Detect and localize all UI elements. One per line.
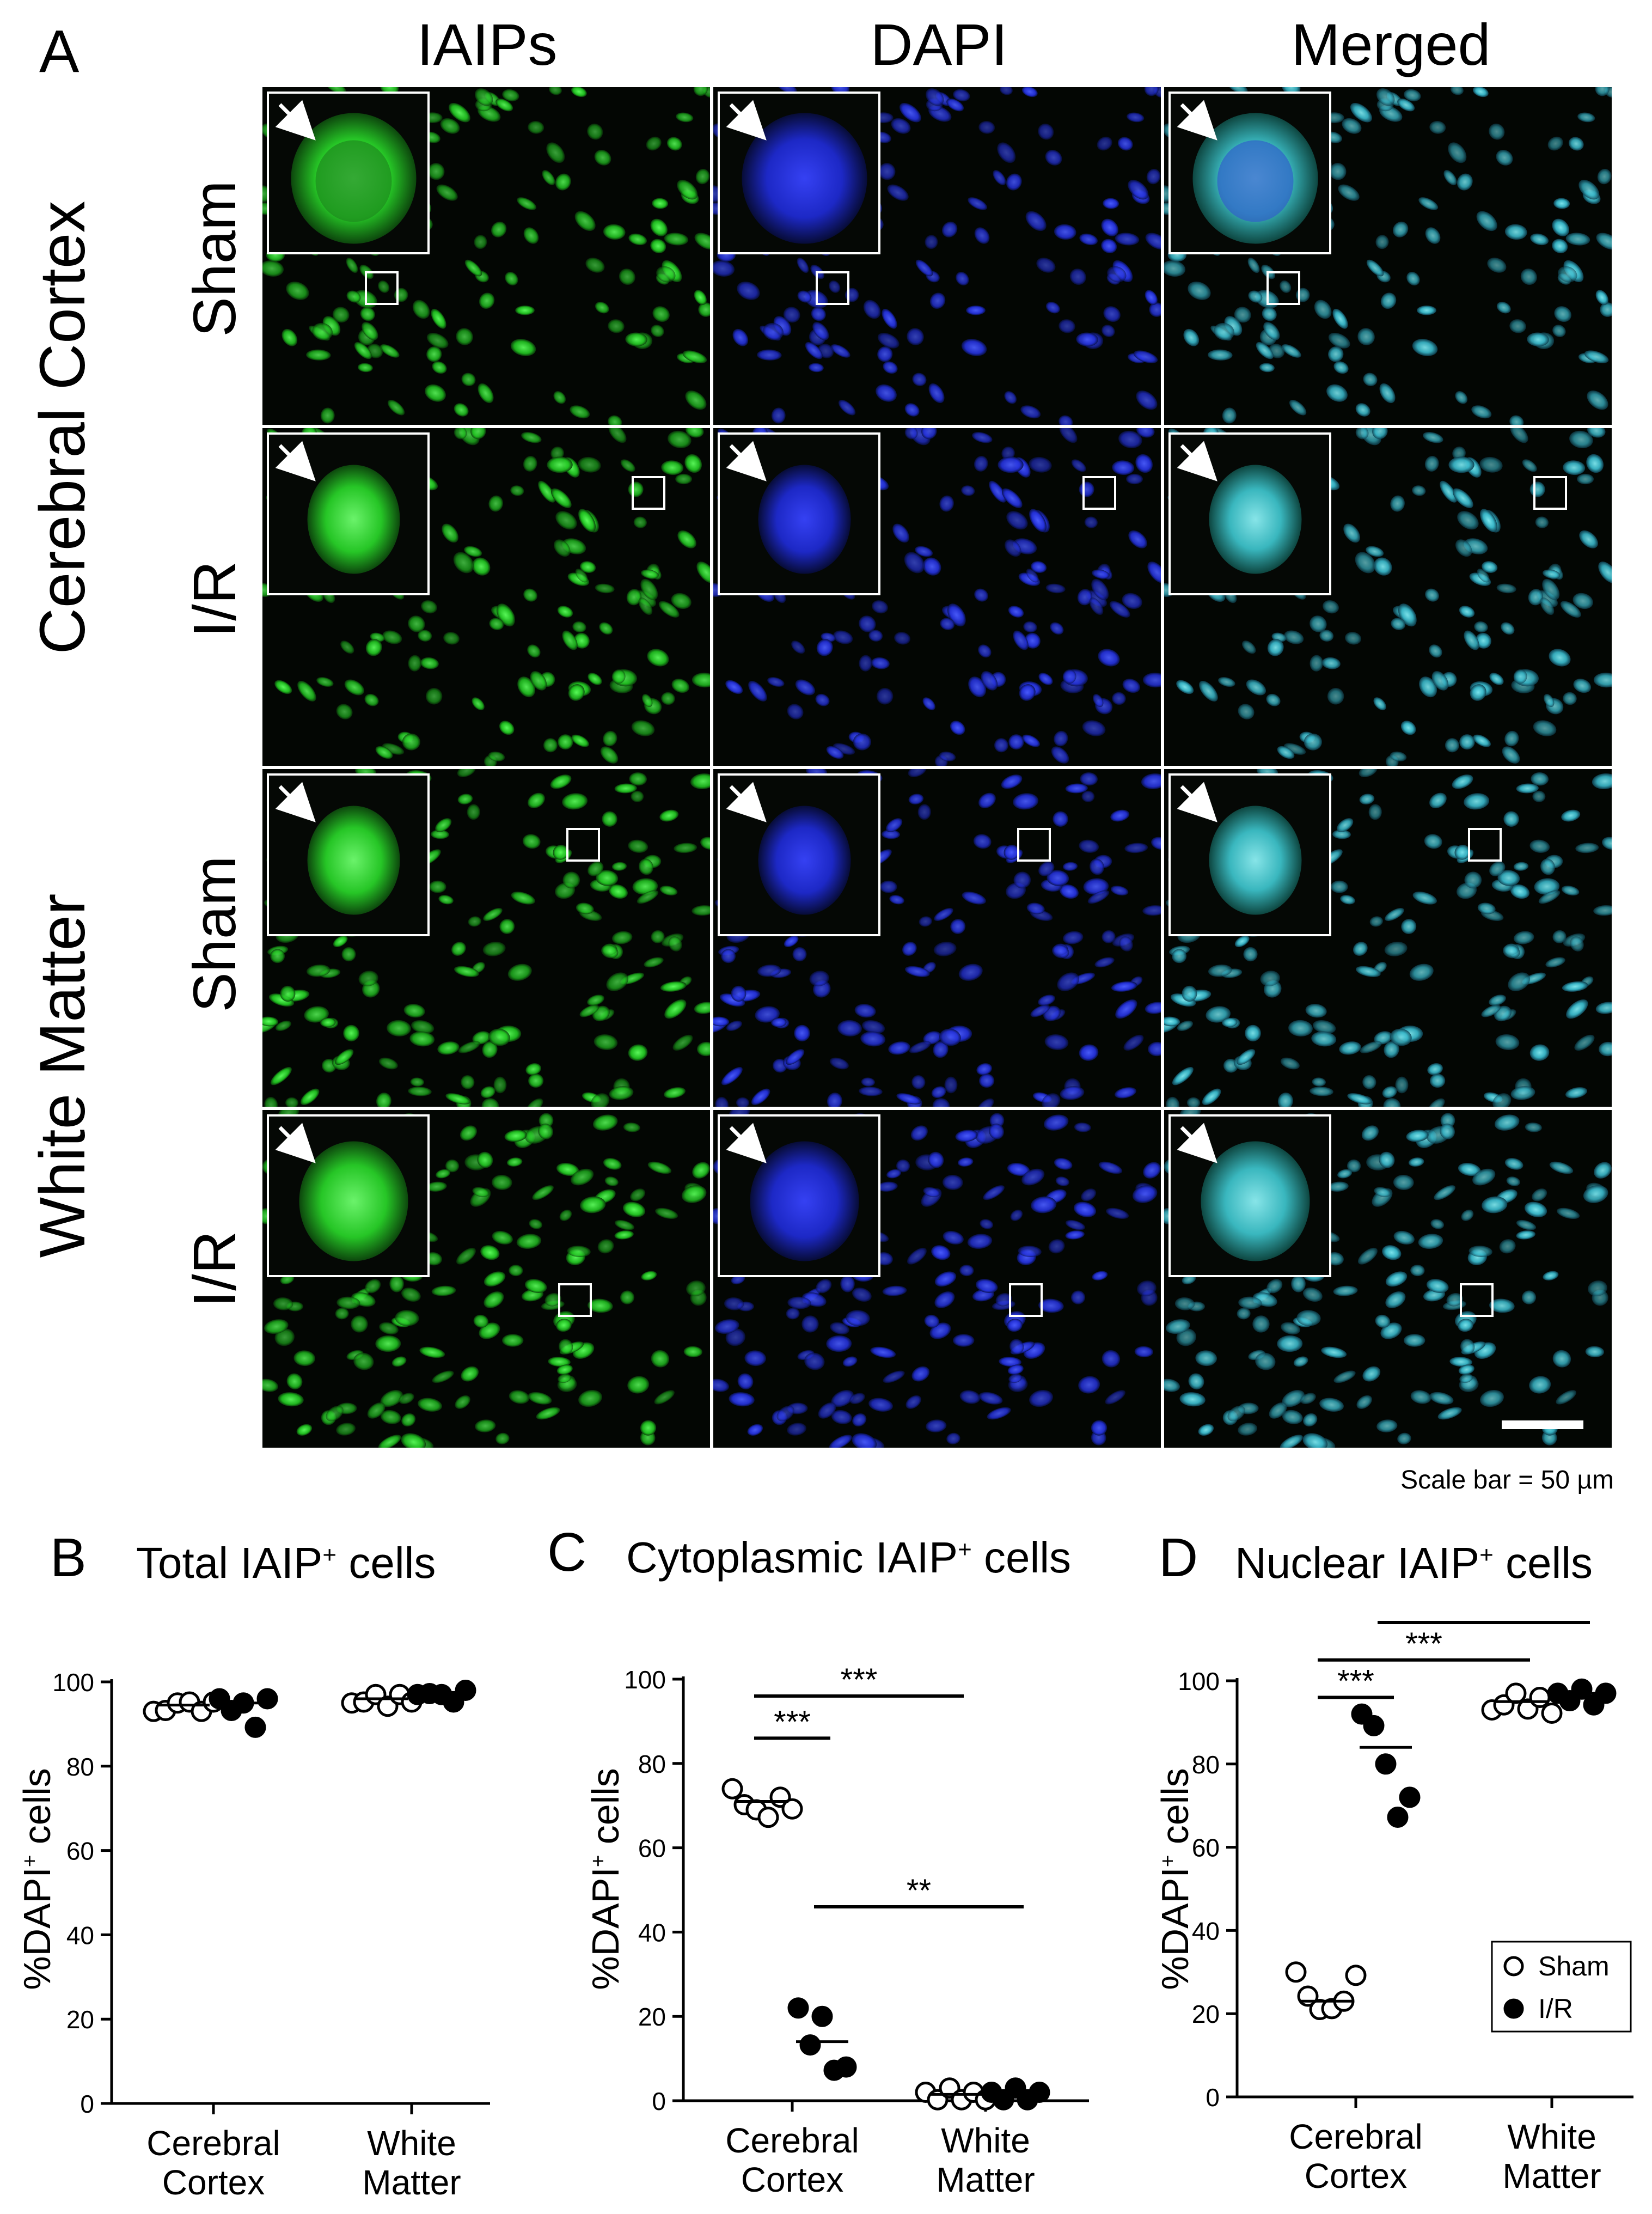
micrograph-dapi-row-3 — [713, 769, 1161, 1107]
y-tick-label: 80 — [638, 1750, 666, 1778]
data-point-sham — [757, 1807, 779, 1828]
x-tick-label: White — [367, 2124, 456, 2163]
chart-c-title: Cytoplasmic IAIP+ cells — [626, 1533, 1072, 1582]
micrograph-merged-row-4 — [1164, 1110, 1612, 1448]
data-point-ir — [1375, 1753, 1397, 1775]
data-point-ir — [244, 1716, 266, 1738]
x-tick-label: Cerebral — [725, 2121, 859, 2160]
significance-label: *** — [1405, 1626, 1442, 1662]
y-tick-label: 0 — [80, 2090, 94, 2118]
data-point-ir — [1571, 1678, 1593, 1700]
legend-marker — [1503, 1998, 1524, 2019]
data-point-ir — [835, 2056, 857, 2078]
x-tick-label: Matter — [936, 2160, 1035, 2199]
data-point-ir — [787, 1997, 809, 2019]
data-point-ir — [1399, 1786, 1421, 1808]
group-caption-cerebral-cortex: Cerebral Cortex — [27, 200, 99, 655]
legend-label: Sham — [1538, 1951, 1610, 1981]
group-caption-white-matter: White Matter — [27, 893, 99, 1258]
scale-bar-label: Scale bar = 50 µm — [1400, 1466, 1614, 1495]
y-tick-label: 60 — [66, 1837, 94, 1865]
x-tick-label: Cortex — [1305, 2156, 1408, 2195]
panel-c-letter: C — [547, 1522, 587, 1583]
y-tick-label: 80 — [66, 1753, 94, 1781]
legend-marker — [1503, 1956, 1524, 1977]
y-tick-label: 40 — [66, 1921, 94, 1949]
x-tick-label: Cerebral — [146, 2124, 280, 2163]
chart-b-title: Total IAIP+ cells — [136, 1539, 436, 1587]
data-point-ir — [1387, 1806, 1409, 1828]
micrograph-dapi-row-1 — [713, 87, 1161, 425]
x-tick-label: Cerebral — [1289, 2117, 1422, 2156]
x-tick-label: White — [941, 2121, 1030, 2160]
data-point-ir — [455, 1679, 476, 1701]
data-point-sham — [1541, 1702, 1563, 1724]
significance-label: * — [1478, 1607, 1490, 1624]
x-tick-label: Matter — [1502, 2156, 1601, 2195]
data-point-sham — [1285, 1961, 1307, 1983]
legend-label: I/R — [1538, 1993, 1573, 2024]
x-tick-label: Cortex — [162, 2163, 265, 2202]
data-point-sham — [1529, 1687, 1551, 1709]
data-point-sham — [1345, 1965, 1367, 1986]
column-header-merged: Merged — [1291, 11, 1491, 77]
row-caption-sham-1: Sham — [181, 180, 248, 337]
significance-label: ** — [907, 1873, 931, 1908]
row-caption-ir-1: I/R — [181, 560, 248, 638]
column-header-iaips: IAIPs — [417, 11, 558, 77]
micrograph-iaip-row-4 — [262, 1110, 710, 1448]
panel-b-letter: B — [50, 1527, 87, 1588]
x-tick-label: Cortex — [741, 2160, 844, 2199]
y-tick-label: 40 — [1192, 1917, 1220, 1945]
significance-label: *** — [1337, 1664, 1374, 1699]
micrograph-merged-row-3 — [1164, 769, 1612, 1107]
significance-label: *** — [774, 1704, 811, 1740]
row-caption-sham-2: Sham — [181, 856, 248, 1013]
y-tick-label: 100 — [1178, 1667, 1220, 1695]
panel-d-letter: D — [1159, 1527, 1198, 1588]
chart-d-title: Nuclear IAIP+ cells — [1235, 1539, 1593, 1587]
micrograph-iaip-row-1 — [262, 87, 710, 425]
column-header-dapi: DAPI — [870, 11, 1008, 77]
data-point-sham — [781, 1798, 803, 1820]
micrograph-dapi-row-4 — [713, 1110, 1161, 1448]
y-tick-label: 0 — [652, 2087, 666, 2115]
chart-c-cytoplasmic-iaip: 020406080100CerebralCortexWhiteMatter***… — [624, 1662, 1089, 2199]
data-point-ir — [256, 1688, 278, 1710]
significance-label: *** — [841, 1662, 878, 1698]
micrograph-dapi-row-2 — [713, 428, 1161, 766]
data-point-ir — [1363, 1715, 1385, 1736]
y-tick-label: 80 — [1192, 1751, 1220, 1779]
micrograph-iaip-row-2 — [262, 428, 710, 766]
y-tick-label: 40 — [638, 1918, 666, 1947]
chart-d-nuclear-iaip: 020406080100CerebralCortexWhiteMatter***… — [1178, 1607, 1633, 2195]
panel-a-letter: A — [39, 18, 79, 85]
micrograph-iaip-row-3 — [262, 769, 710, 1107]
micrograph-grid — [262, 87, 1612, 1448]
row-caption-ir-2: I/R — [181, 1230, 248, 1308]
micrograph-merged-row-2 — [1164, 428, 1612, 766]
y-tick-label: 20 — [66, 2005, 94, 2034]
scale-bar — [1502, 1420, 1583, 1429]
x-tick-label: Matter — [362, 2163, 461, 2202]
y-tick-label: 60 — [638, 1834, 666, 1863]
data-point-sham — [1505, 1682, 1527, 1704]
y-tick-label: 20 — [638, 2003, 666, 2031]
data-point-sham — [721, 1778, 743, 1800]
micrograph-merged-row-1 — [1164, 87, 1612, 425]
data-point-ir — [811, 2005, 833, 2027]
y-tick-label: 0 — [1206, 2083, 1220, 2112]
y-tick-label: 100 — [52, 1668, 94, 1697]
data-point-ir — [799, 2034, 821, 2056]
y-tick-label: 100 — [624, 1666, 666, 1694]
y-tick-label: 20 — [1192, 2000, 1220, 2028]
x-tick-label: White — [1507, 2117, 1596, 2156]
y-tick-label: 60 — [1192, 1834, 1220, 1862]
